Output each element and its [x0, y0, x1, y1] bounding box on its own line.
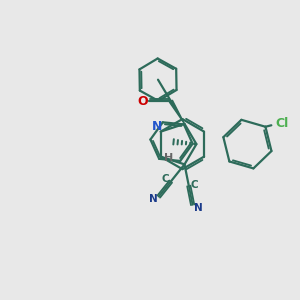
- Polygon shape: [169, 100, 184, 124]
- Text: C: C: [161, 174, 169, 184]
- Text: N: N: [152, 120, 162, 133]
- Text: N: N: [194, 203, 203, 213]
- Text: Cl: Cl: [276, 117, 289, 130]
- Text: H: H: [164, 153, 174, 163]
- Text: O: O: [137, 94, 148, 108]
- Text: N: N: [148, 194, 157, 205]
- Text: C: C: [191, 179, 199, 190]
